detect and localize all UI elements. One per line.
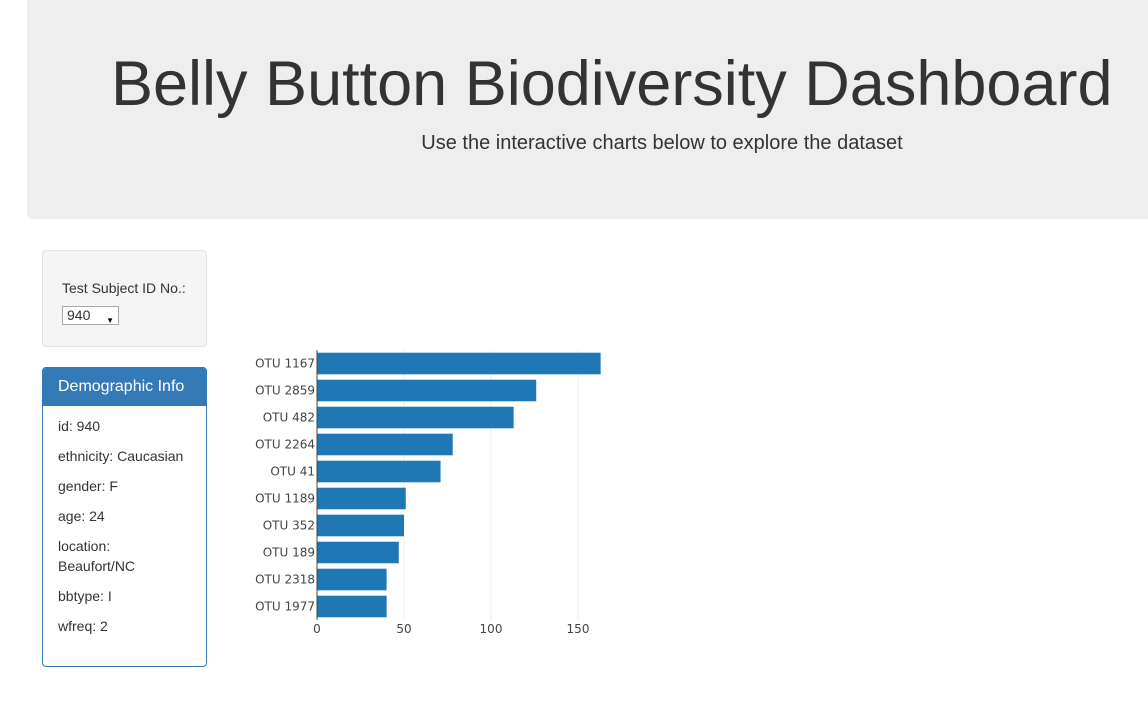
y-tick-label: OTU 2859 <box>255 384 315 398</box>
otu-bar-chart: 0 50 100 150 OTU 1167 OTU 2859 OTU 482 OTU 2264… <box>230 330 650 650</box>
bar <box>317 406 514 429</box>
y-tick-label: OTU 1977 <box>255 600 315 614</box>
x-tick-label: 0 <box>313 622 321 636</box>
demographic-wfreq: wfreq: 2 <box>58 618 108 634</box>
demographic-gender: gender: F <box>58 478 118 494</box>
y-tick-label: OTU 1189 <box>255 492 315 506</box>
subject-id-value: 940 <box>67 307 91 323</box>
demographic-location: location: Beaufort/NC <box>58 538 136 574</box>
bar <box>317 460 441 483</box>
demographic-info-panel: Demographic Info id: 940 ethnicity: Cauc… <box>42 367 207 667</box>
y-tick-label: OTU 189 <box>263 546 315 560</box>
demographic-age: age: 24 <box>58 508 105 524</box>
subject-selector-panel: Test Subject ID No.: 940 ▼ <box>42 250 207 347</box>
y-tick-label: OTU 1167 <box>255 357 315 371</box>
bar <box>317 379 537 402</box>
chevron-down-icon: ▼ <box>106 316 114 325</box>
subject-id-select[interactable]: 940 ▼ <box>62 306 119 325</box>
y-tick-label: OTU 2264 <box>255 438 315 452</box>
demographic-bbtype: bbtype: I <box>58 588 112 604</box>
bar <box>317 352 601 375</box>
x-tick-label: 50 <box>396 622 411 636</box>
bar <box>317 487 406 510</box>
x-tick-label: 100 <box>480 622 503 636</box>
y-tick-label: OTU 352 <box>263 519 315 533</box>
demographic-info-heading: Demographic Info <box>43 368 206 406</box>
x-tick-label: 150 <box>567 622 590 636</box>
page-title: Belly Button Biodiversity Dashboard <box>111 49 1113 119</box>
bar <box>317 568 387 591</box>
demographic-ethnicity: ethnicity: Caucasian <box>58 448 184 464</box>
bar <box>317 595 387 618</box>
bar <box>317 514 404 537</box>
bar <box>317 433 453 456</box>
demographic-info-body: id: 940 ethnicity: Caucasian gender: F a… <box>43 406 206 636</box>
y-tick-label: OTU 482 <box>263 411 315 425</box>
y-tick-label: OTU 41 <box>270 465 315 479</box>
header-jumbotron: Belly Button Biodiversity Dashboard Use … <box>27 0 1148 219</box>
demographic-id: id: 940 <box>58 418 101 434</box>
bar <box>317 541 399 564</box>
page-subtitle: Use the interactive charts below to expl… <box>421 132 903 154</box>
y-tick-label: OTU 2318 <box>255 573 315 587</box>
bar-chart-svg: 0 50 100 150 OTU 1167 OTU 2859 OTU 482 OTU 2264… <box>255 350 601 636</box>
subject-selector-label: Test Subject ID No.: <box>62 280 186 296</box>
